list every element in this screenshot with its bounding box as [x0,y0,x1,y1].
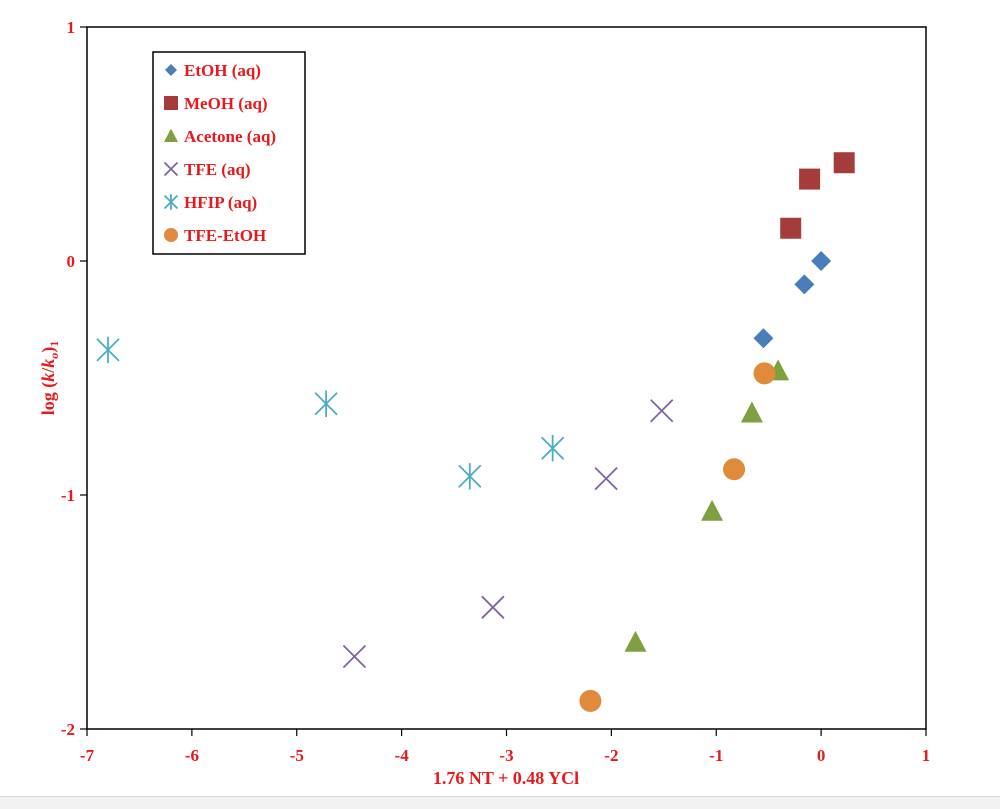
data-point [780,217,802,239]
legend-box [152,51,306,255]
legend-marker [164,228,178,242]
data-point [833,152,855,174]
x-tick-label: -6 [185,746,199,765]
x-axis: -7 -6 -5 -4 -3 -2 -1 0 1 [80,729,930,765]
legend-label: EtOH (aq) [184,61,261,80]
data-point [579,689,602,712]
x-tick-label: -1 [709,746,723,765]
legend-label: Acetone (aq) [184,127,276,146]
data-point [458,463,482,490]
data-point [541,435,565,462]
data-point [96,336,120,364]
legend-marker [163,194,179,210]
x-tick-label: -3 [499,746,513,765]
y-tick-label: 1 [67,18,76,37]
legend-label: TFE-EtOH [184,226,266,245]
x-tick-label: 0 [817,746,826,765]
legend-marker [165,64,177,76]
data-point [342,644,367,669]
data-point [701,499,724,521]
x-tick-label: -2 [604,746,618,765]
data-point [723,458,746,481]
data-point [794,274,815,295]
data-point [740,401,763,423]
y-tick-label: 0 [67,252,76,271]
legend-label: HFIP (aq) [184,193,257,212]
y-axis: 1 0 -1 -2 [61,18,87,739]
data-points [96,152,855,712]
data-point [753,328,774,349]
y-axis-title: log (k/ko)1 [38,341,61,416]
legend-marker [163,161,179,177]
x-tick-label: -4 [395,746,410,765]
y-tick-label: -2 [61,720,75,739]
data-point [314,390,338,417]
x-tick-label: -5 [290,746,304,765]
data-point [753,362,776,385]
y-tick-label: -1 [61,486,75,505]
legend-label: TFE (aq) [184,160,251,179]
legend-label: MeOH (aq) [184,94,268,113]
data-point [481,595,505,619]
x-axis-title: 1.76 NT + 0.48 YCl [433,768,579,788]
data-point [799,168,821,190]
data-point [624,630,647,652]
data-point [811,251,832,271]
legend-marker [164,128,178,142]
legend-marker [164,96,178,110]
x-tick-label: 1 [922,746,931,765]
x-tick-label: -7 [80,746,95,765]
window-bottom-edge [0,796,1000,809]
data-point [650,399,674,423]
legend: EtOH (aq) MeOH (aq) Acetone (aq) TFE (aq) HF… [152,51,306,255]
data-point [594,466,618,491]
